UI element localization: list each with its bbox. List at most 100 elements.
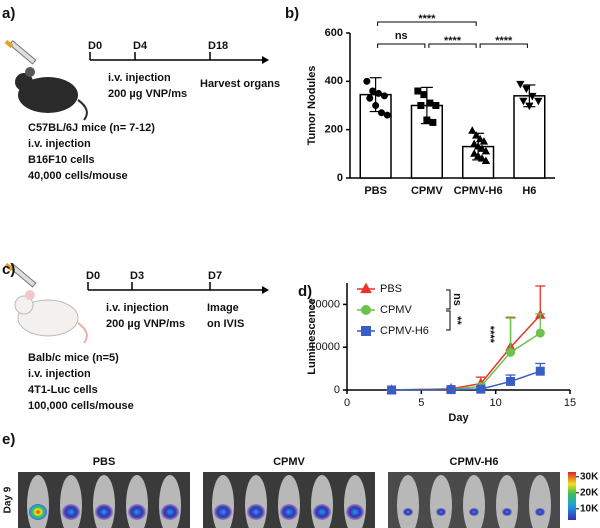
- signal: [469, 508, 479, 516]
- marker: [519, 97, 528, 106]
- colorbar: [568, 472, 576, 520]
- x-tick-label: PBS: [364, 185, 387, 197]
- detail-text: C57BL/6J mice (n= 7-12): [28, 122, 155, 134]
- timepoint: D18: [208, 40, 228, 52]
- marker: [360, 282, 372, 294]
- marker: [432, 102, 440, 109]
- marker: [383, 111, 391, 119]
- colorbar-label: 30K: [580, 471, 599, 482]
- x-tick-label: 15: [564, 397, 576, 409]
- detail-text: i.v. injection: [28, 368, 91, 380]
- timepoint: D0: [86, 270, 100, 282]
- timeline-arrow: [262, 56, 269, 64]
- significance-label: ****: [418, 13, 436, 25]
- panel-label: c): [2, 261, 15, 278]
- signal: [346, 504, 364, 520]
- y-tick-label: 400: [325, 75, 343, 87]
- mouse-icon: [4, 39, 88, 121]
- panel-label: d): [298, 283, 312, 300]
- marker: [506, 376, 516, 386]
- signal: [502, 508, 512, 516]
- y-tick-label: 10000: [309, 341, 340, 353]
- marker: [377, 109, 385, 117]
- panel-label: a): [2, 5, 15, 22]
- significance-label: ****: [484, 326, 496, 344]
- marker: [380, 92, 388, 100]
- timepoint: D3: [130, 270, 144, 282]
- legend-label: CPMV: [380, 304, 412, 316]
- marker: [506, 347, 516, 357]
- y-tick-label: 0: [334, 384, 340, 396]
- timeline-text: i.v. injection: [106, 302, 169, 314]
- marker: [361, 305, 371, 315]
- marker: [366, 94, 374, 102]
- x-tick-label: 5: [418, 397, 424, 409]
- timeline-text: 200 µg VNP/ms: [106, 318, 185, 330]
- marker: [369, 87, 377, 95]
- marker: [420, 91, 428, 99]
- marker: [417, 102, 425, 109]
- y-tick-label: 0: [337, 172, 343, 184]
- marker: [429, 118, 437, 126]
- marker: [361, 326, 371, 336]
- signal: [403, 508, 413, 516]
- significance-bracket: [428, 43, 477, 48]
- endpoint-text: Image: [207, 302, 239, 314]
- mouse-icon: [4, 262, 88, 344]
- marker: [522, 85, 531, 94]
- marker: [375, 89, 383, 97]
- mouse-image: [463, 475, 485, 528]
- marker: [477, 154, 487, 162]
- detail-text: Balb/c mice (n=5): [28, 352, 119, 364]
- timeline-arrow: [262, 286, 269, 294]
- signal: [95, 504, 113, 520]
- marker: [363, 77, 371, 85]
- timepoint: D4: [133, 40, 148, 52]
- timeline-text: 200 µg VNP/ms: [108, 88, 187, 100]
- marker: [470, 149, 479, 157]
- y-tick-label: 600: [325, 27, 343, 39]
- timeline-text: i.v. injection: [108, 72, 171, 84]
- group-label: PBS: [93, 456, 116, 468]
- mouse-image: [430, 475, 452, 528]
- marker: [446, 385, 456, 395]
- y-axis-label: Tumor Nodules: [306, 66, 318, 146]
- y-tick-label: 20000: [309, 298, 340, 310]
- group-label: CPMV-H6: [450, 456, 499, 468]
- significance-bracket: [479, 43, 528, 48]
- marker: [479, 137, 489, 145]
- signal: [29, 504, 47, 520]
- significance-label: ****: [444, 35, 462, 47]
- y-tick-label: 200: [325, 124, 343, 136]
- detail-text: i.v. injection: [28, 138, 91, 150]
- marker: [476, 384, 486, 394]
- signal: [535, 508, 545, 516]
- x-tick-label: 10: [490, 397, 502, 409]
- y-axis-label: Luminescence: [306, 298, 318, 374]
- detail-text: 4T1-Luc cells: [28, 384, 98, 396]
- significance-label: ns: [395, 30, 408, 42]
- group-label: CPMV: [273, 456, 305, 468]
- colorbar-label: 20K: [580, 487, 599, 498]
- signal: [62, 504, 80, 520]
- significance-bracket: [377, 43, 426, 48]
- signal: [280, 504, 298, 520]
- detail-text: B16F10 cells: [28, 154, 95, 166]
- detail-text: 100,000 cells/mouse: [28, 400, 134, 412]
- significance-label: ****: [495, 35, 513, 47]
- signal: [214, 504, 232, 520]
- significance-bracket: [377, 21, 477, 26]
- marker: [426, 99, 434, 107]
- x-tick-label: H6: [522, 185, 536, 197]
- marker: [414, 87, 422, 95]
- marker: [481, 156, 491, 164]
- series-line: [391, 332, 541, 391]
- marker: [472, 131, 481, 139]
- endpoint-text: on IVIS: [207, 318, 244, 330]
- x-tick-label: CPMV: [411, 185, 443, 197]
- signal: [436, 508, 446, 516]
- legend-label: CPMV-H6: [380, 325, 429, 337]
- x-axis-label: Day: [448, 412, 469, 424]
- marker: [470, 139, 479, 148]
